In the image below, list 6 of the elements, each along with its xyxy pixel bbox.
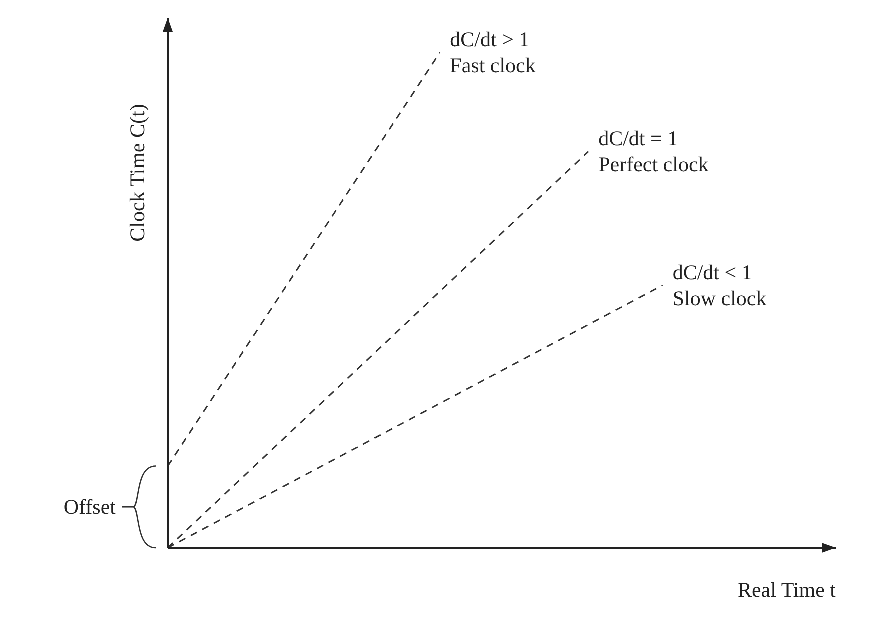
y-axis-title: Clock Time C(t) [125, 104, 150, 242]
series-label: dC/dt = 1 Perfect clock [598, 126, 710, 177]
series-label: dC/dt > 1 Fast clock [450, 28, 536, 78]
series-label: dC/dt < 1 Slow clock [672, 260, 768, 310]
text: Offset [64, 495, 116, 520]
x-axis-title: Real Time t [738, 578, 836, 602]
